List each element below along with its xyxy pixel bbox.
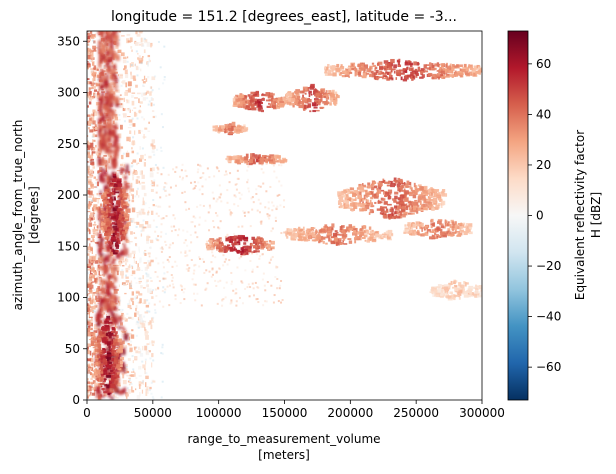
x-tick-label: 0 <box>83 406 91 420</box>
echo-cell <box>285 83 340 113</box>
chart-title: longitude = 151.2 [degrees_east], latitu… <box>111 9 457 25</box>
distant-echoes <box>93 58 482 396</box>
colorbar-ticks: −60 −40 −20 0 20 40 60 <box>528 57 561 374</box>
x-tick-label: 250000 <box>393 406 439 420</box>
y-tick-label: 0 <box>72 393 80 407</box>
x-tick-label: 200000 <box>327 406 373 420</box>
x-tick-label: 50000 <box>134 406 172 420</box>
echo-cell <box>337 177 448 220</box>
y-tick-label: 300 <box>57 86 80 100</box>
y-axis-units: [degrees] <box>27 186 41 244</box>
plot-area <box>86 30 483 401</box>
colorbar-label-line1: Equivalent reflectivity factor <box>573 130 587 300</box>
colorbar-gradient <box>507 30 529 401</box>
plot-background <box>87 31 482 400</box>
echo-cell <box>93 315 125 396</box>
y-tick-label: 250 <box>57 137 80 151</box>
y-axis-label: azimuth_angle_from_true_north <box>11 120 25 311</box>
y-tick-label: 150 <box>57 239 80 253</box>
echo-cell <box>225 153 288 166</box>
colorbar: −60 −40 −20 0 20 40 60 Equivalent reflectivity… <box>507 30 603 401</box>
echo-cell <box>429 279 482 301</box>
x-tick-label: 100000 <box>196 406 242 420</box>
x-axis-units: [meters] <box>258 448 310 462</box>
y-tick-label: 350 <box>57 34 80 48</box>
colorbar-tick-label: 40 <box>536 107 551 121</box>
colorbar-tick-label: −60 <box>536 360 561 374</box>
x-tick-label: 300000 <box>459 406 505 420</box>
x-tick-label: 150000 <box>262 406 308 420</box>
colorbar-label-line2: H [dBZ] <box>589 192 603 238</box>
echo-cell <box>324 58 482 82</box>
scattered-weak-echoes <box>152 162 286 308</box>
y-tick-label: 100 <box>57 291 80 305</box>
echo-cell <box>285 223 394 246</box>
y-tick-label: 200 <box>57 188 80 202</box>
near-range-strong-streak <box>95 31 131 400</box>
colorbar-tick-label: −40 <box>536 310 561 324</box>
echo-cell <box>403 218 473 240</box>
echo-cell <box>212 121 249 136</box>
echo-cell <box>100 174 131 255</box>
echo-cell <box>232 90 288 113</box>
colorbar-tick-label: −20 <box>536 259 561 273</box>
x-axis-label: range_to_measurement_volume <box>187 432 380 446</box>
colorbar-tick-label: 20 <box>536 158 551 172</box>
y-axis-ticks: 0 50 100 150 200 250 300 350 <box>57 34 87 407</box>
reflectivity-field <box>87 31 482 400</box>
y-tick-label: 50 <box>65 342 80 356</box>
colorbar-tick-label: 60 <box>536 57 551 71</box>
x-axis-ticks: 0 50000 100000 150000 200000 250000 300000 <box>83 400 505 420</box>
colorbar-tick-label: 0 <box>536 209 544 223</box>
